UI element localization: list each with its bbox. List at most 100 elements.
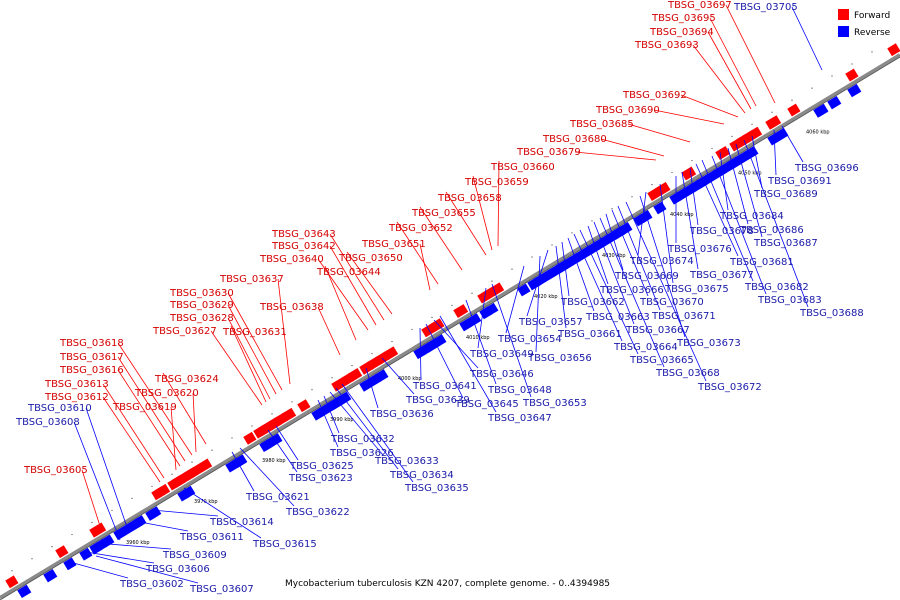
forward-gene-leader-17: [329, 245, 377, 326]
reverse-gene-leader-1: [85, 551, 155, 564]
reverse-gene-leader-49: [701, 159, 754, 282]
forward-gene-label-4: TBSG_03617: [59, 352, 124, 363]
reverse-gene-leader-41: [625, 201, 707, 382]
forward-gene-leader-23: [419, 206, 463, 271]
forward-filler-block-6: [341, 372, 355, 386]
forward-gene-leader-25: [472, 175, 493, 251]
reverse-gene-label-48: TBSG_03681: [729, 257, 794, 268]
scale-dot-31: [631, 196, 633, 198]
legend-forward-label: Forward: [854, 11, 890, 21]
forward-filler-block-3: [243, 431, 257, 445]
forward-gene-leader-18: [329, 233, 385, 321]
forward-gene-leader-30: [653, 109, 725, 125]
forward-gene-leader-33: [707, 31, 752, 110]
scale-dot-35: [711, 147, 713, 150]
reverse-gene-leader-14: [323, 395, 340, 434]
scale-dot-41: [831, 75, 833, 77]
reverse-gene-label-44: TBSG_03675: [664, 284, 729, 295]
forward-gene-block-30: [715, 146, 731, 160]
reverse-filler-block-7: [259, 438, 274, 453]
forward-gene-label-31: TBSG_03692: [622, 90, 687, 101]
reverse-gene-label-37: TBSG_03668: [655, 368, 720, 379]
reverse-gene-leader-46: [681, 171, 699, 270]
reverse-gene-leader-17: [341, 383, 414, 483]
scale-dot-16: [331, 377, 333, 379]
reverse-gene-leader-4: [107, 543, 172, 550]
reverse-gene-leader-12: [275, 425, 299, 461]
scale-dot-30: [611, 208, 613, 210]
reverse-gene-leader-52: [727, 147, 749, 225]
reverse-gene-label-57: TBSG_03696: [794, 163, 859, 174]
reverse-gene-leader-56: [773, 129, 777, 176]
scale-dot-42: [851, 63, 853, 65]
reverse-gene-leader-31: [561, 241, 570, 297]
reverse-gene-label-23: TBSG_03647: [487, 413, 552, 424]
reverse-gene-leader-40: [617, 205, 661, 311]
forward-filler-block-1: [55, 545, 69, 559]
forward-gene-label-20: TBSG_03650: [338, 253, 403, 264]
scale-dot-2: [51, 546, 53, 548]
tick-label-0: 3960 kbp: [126, 540, 150, 546]
tick-label-2: 3980 kbp: [262, 458, 286, 464]
reverse-gene-label-24: TBSG_03648: [487, 385, 552, 396]
forward-gene-leader-6: [170, 406, 177, 471]
reverse-gene-label-30: TBSG_03661: [557, 329, 622, 340]
forward-gene-label-18: TBSG_03643: [271, 229, 336, 240]
reverse-filler-block-17: [727, 156, 742, 170]
reverse-gene-label-8: TBSG_03615: [252, 539, 317, 550]
reverse-gene-leader-19: [381, 357, 415, 395]
scale-dot-27: [551, 244, 553, 246]
scale-dot-17: [351, 365, 353, 367]
scale-dot-29: [591, 220, 593, 222]
reverse-gene-leader-16: [335, 387, 399, 470]
reverse-gene-label-40: TBSG_03671: [651, 311, 716, 322]
reverse-filler-block-18: [813, 104, 828, 118]
scale-dot-15: [311, 389, 313, 391]
scale-dot-36: [731, 135, 733, 137]
reverse-gene-label-26: TBSG_03653: [522, 398, 587, 409]
reverse-filler-block-0: [17, 584, 32, 599]
forward-gene-leader-24: [445, 191, 487, 256]
reverse-gene-label-3: TBSG_03608: [15, 417, 80, 428]
tick-label-10: 4060 kbp: [806, 130, 830, 136]
reverse-gene-label-54: TBSG_03688: [799, 308, 864, 319]
reverse-filler-block-19: [827, 95, 842, 110]
reverse-gene-label-41: TBSG_03672: [697, 382, 762, 393]
forward-gene-label-29: TBSG_03685: [569, 119, 634, 130]
reverse-gene-label-1: TBSG_03606: [145, 564, 210, 575]
reverse-gene-leader-25: [477, 287, 487, 349]
reverse-gene-label-14: TBSG_03632: [330, 434, 395, 445]
reverse-gene-leader-58: [791, 6, 823, 71]
forward-gene-label-2: TBSG_03613: [44, 379, 109, 390]
scale-dot-40: [811, 87, 813, 89]
reverse-gene-label-58: TBSG_03705: [733, 2, 798, 13]
scale-dot-12: [251, 425, 253, 427]
reverse-gene-label-28: TBSG_03656: [527, 353, 592, 364]
reverse-gene-leader-47: [689, 167, 699, 226]
forward-gene-label-21: TBSG_03651: [361, 239, 426, 250]
scale-dot-26: [531, 256, 533, 258]
reverse-gene-leader-21: [425, 323, 464, 399]
reverse-gene-label-21: TBSG_03645: [454, 399, 519, 410]
reverse-gene-leader-23: [439, 315, 497, 413]
legend-forward-swatch: [838, 9, 849, 20]
reverse-gene-label-4: TBSG_03609: [162, 550, 227, 561]
scale-dot-18: [371, 352, 373, 355]
reverse-filler-block-11: [423, 339, 438, 354]
reverse-gene-label-50: TBSG_03683: [757, 295, 822, 306]
reverse-gene-leader-29: [526, 249, 549, 317]
reverse-gene-label-46: TBSG_03677: [689, 270, 754, 281]
forward-gene-leader-13: [230, 325, 267, 403]
forward-gene-block-2: [155, 483, 171, 498]
reverse-gene-label-38: TBSG_03669: [614, 271, 679, 282]
forward-gene-block-23: [453, 304, 469, 318]
tick-label-3: 3990 kbp: [330, 417, 354, 423]
forward-gene-label-10: TBSG_03628: [169, 313, 234, 324]
reverse-gene-leader-38: [605, 213, 624, 271]
reverse-gene-leader-33: [573, 233, 623, 342]
genome-caption: Mycobacterium tuberculosis KZN 4207, com…: [285, 579, 610, 589]
reverse-gene-label-53: TBSG_03687: [753, 238, 818, 249]
reverse-filler-block-10: [367, 373, 382, 387]
forward-gene-label-17: TBSG_03642: [271, 241, 336, 252]
